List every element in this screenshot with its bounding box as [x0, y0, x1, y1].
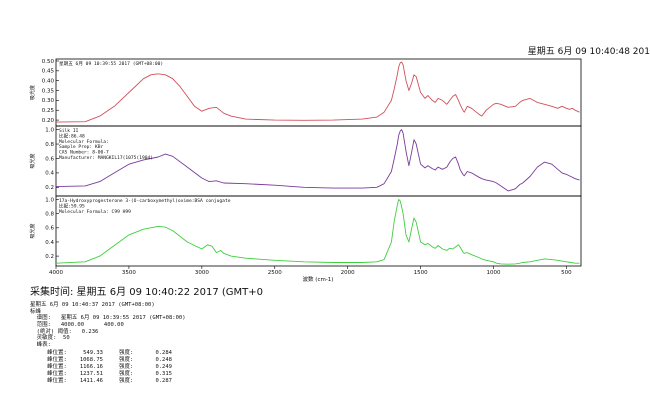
- report-line: 星期五 6月 09 10:40:37 2017 (GMT+08:00): [30, 302, 155, 308]
- y-tick-label: 0.50: [42, 59, 55, 65]
- acquisition-time: 采集时间: 星期五 6月 09 10:40:22 2017 (GMT+0: [30, 287, 264, 298]
- y-tick-label: 0.6: [45, 156, 54, 162]
- y-tick-label: 0.25: [42, 108, 55, 114]
- peak-table: 峰位置: 549.33 强度: 0.284 峰位置: 1068.75 强度: 0.248 峰位置…: [47, 350, 172, 385]
- x-tick-label: 3000: [195, 270, 209, 276]
- peak-row: 峰位置: 1068.75 强度: 0.248: [47, 357, 172, 364]
- spectrum-panel: 0.20 0.25 0.30 0.35 0.40 0.45 0.50 吸光度 星期五 6月 09…: [29, 58, 582, 127]
- y-tick-label: 0.30: [42, 98, 55, 104]
- peak-position-label: 峰位置:: [47, 378, 67, 384]
- spectrum-line: [55, 199, 580, 265]
- y-tick-label: 0.4: [45, 171, 54, 177]
- spectrum-line: [55, 129, 580, 192]
- panel-frame: [55, 58, 582, 127]
- peak-intensity-value: 0.248: [155, 357, 172, 363]
- spectrum-panel: 0.2 0.4 0.6 0.8 1.0 吸光度 17a-Hydroxyprogesteron…: [29, 195, 582, 267]
- peak-row: 峰位置: 549.33 强度: 0.284: [47, 350, 172, 357]
- report-datetime: 星期五 6月 09 10:40:48 201: [527, 47, 650, 57]
- panel-info-line: Molecular Formula: C99 H99: [59, 209, 131, 215]
- x-tick-label: 3500: [122, 270, 136, 276]
- peak-row: 峰位置: 1237.51 强度: 0.315: [47, 371, 172, 378]
- peak-intensity-label: 强度:: [119, 357, 134, 363]
- peak-intensity-label: 强度:: [119, 364, 134, 370]
- y-axis-label: 吸光度: [29, 153, 36, 168]
- y-tick-label: 1.0: [45, 197, 54, 203]
- report-line: 峰表:: [30, 342, 51, 349]
- peak-position-label: 峰位置:: [47, 371, 67, 377]
- report-line: 范围: 4000.00 400.00: [30, 322, 124, 329]
- peak-intensity-value: 0.249: [155, 364, 172, 370]
- panel-frame: [55, 195, 582, 267]
- y-tick-label: 0.6: [45, 226, 54, 232]
- spectrum-chart: 0.20 0.25 0.30 0.35 0.40 0.45 0.50 吸光度 星期五 6月 09…: [29, 58, 582, 283]
- report-line: 谱图: 星期五 6月 09 10:39:55 2017 (GMT+08:00): [30, 315, 186, 322]
- y-tick-label: 0.45: [42, 69, 55, 75]
- y-tick-label: 0.2: [45, 185, 54, 191]
- panel-info-line: 星期五 6月 09 10:39:55 2017 (GMT+08:00): [59, 61, 163, 67]
- peak-report: 星期五 6月 09 10:40:37 2017 (GMT+08:00) 标峰 谱图…: [30, 302, 186, 349]
- panel-frame: [55, 125, 582, 197]
- y-tick-label: 1.0: [45, 127, 54, 133]
- y-tick-label: 0.8: [45, 211, 54, 217]
- x-axis: 4000 3500 3000 2500 2000 1500 1000 500 波数 (cm-1): [49, 266, 572, 283]
- x-tick-label: 2000: [341, 270, 355, 276]
- panel-info-line: 比配:86.48: [59, 132, 85, 139]
- peak-position-value: 1068.75: [79, 357, 103, 363]
- panel-info-line: Manufacturer: MANGKIL17(1075(1904): [59, 155, 153, 161]
- peak-position-label: 峰位置:: [47, 364, 67, 370]
- peak-position-label: 峰位置:: [47, 357, 67, 363]
- x-axis-label: 波数 (cm-1): [303, 275, 334, 283]
- peak-position-value: 1411.46: [79, 378, 103, 384]
- panel-info-line: 比配:59.95: [59, 202, 85, 209]
- spectrum-panel: 0.2 0.4 0.6 0.8 1.0 吸光度 Silk II比配:86.48Molecul…: [29, 125, 582, 197]
- y-axis-label: 吸光度: [29, 85, 36, 100]
- y-tick-label: 0.40: [42, 78, 55, 84]
- y-tick-label: 0.35: [42, 88, 55, 94]
- x-tick-label: 2500: [268, 270, 282, 276]
- peak-intensity-label: 强度:: [119, 350, 134, 356]
- y-tick-label: 0.20: [42, 118, 55, 124]
- report-line: 标峰: [30, 308, 42, 315]
- peak-position-value: 1237.51: [79, 371, 103, 377]
- peak-row: 峰位置: 1411.46 强度: 0.287: [47, 378, 172, 385]
- peak-intensity-value: 0.287: [155, 378, 172, 384]
- y-tick-label: 0.2: [45, 254, 54, 260]
- panel-info-line: Molecular Formula:: [59, 139, 109, 145]
- peak-intensity-value: 0.315: [155, 371, 172, 377]
- peak-position-label: 峰位置:: [47, 350, 67, 356]
- peak-intensity-label: 强度:: [119, 371, 134, 377]
- peak-row: 峰位置: 1166.16 强度: 0.249: [47, 364, 172, 371]
- x-tick-label: 500: [561, 270, 572, 276]
- peak-intensity-label: 强度:: [119, 378, 134, 384]
- panel-info-line: 17a-Hydroxyprogesterone 3-(O-carboxymeth…: [59, 198, 231, 204]
- spectrum-panels: 0.20 0.25 0.30 0.35 0.40 0.45 0.50 吸光度 星期五 6月 09…: [29, 58, 582, 267]
- panel-info-line: Sample Prep: KBr: [59, 144, 103, 150]
- peak-position-value: 1166.16: [79, 364, 103, 370]
- peak-intensity-value: 0.284: [155, 350, 172, 356]
- x-tick-label: 1000: [487, 270, 501, 276]
- y-axis-label: 吸光度: [29, 223, 36, 238]
- report-line: (绝对) 阈值: 0.236: [30, 328, 99, 335]
- y-tick-label: 0.8: [45, 142, 54, 148]
- peak-position-value: 549.33: [83, 350, 103, 356]
- y-tick-label: 0.4: [45, 240, 54, 246]
- x-tick-label: 4000: [49, 270, 63, 276]
- spectrum-line: [55, 61, 580, 123]
- panel-info-line: Silk II: [59, 128, 79, 134]
- panel-info-line: CAS Number: 8-00-7: [59, 150, 109, 156]
- x-tick-label: 1500: [414, 270, 428, 276]
- report-line: 灵敏度: 50: [30, 335, 70, 342]
